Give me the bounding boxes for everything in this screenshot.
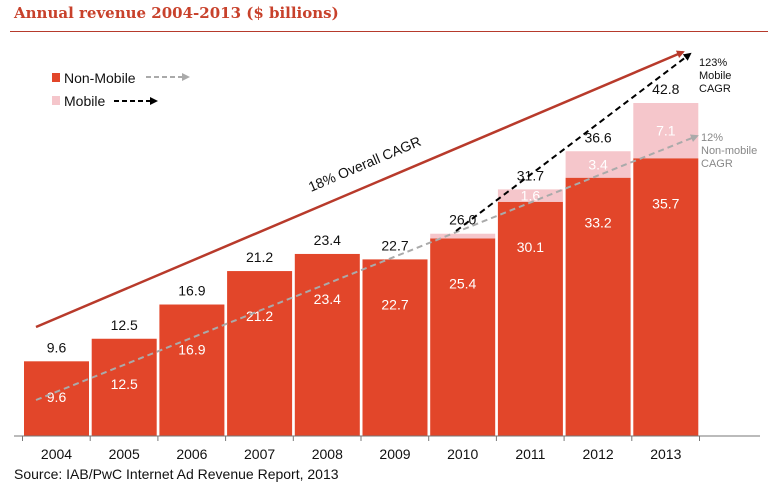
label-non-mobile-2005: 12.5 xyxy=(111,376,138,392)
bars-layer: 9.6 9.6 12.5 12.5 16.9 16.9 21.2 21.2 23.4 23.4 22… xyxy=(24,81,699,437)
mobile-cagr-label: CAGR xyxy=(699,83,731,95)
overall-cagr-label: 18% Overall CAGR xyxy=(306,133,423,195)
label-total-2005: 12.5 xyxy=(111,317,138,333)
bar-mobile-2013 xyxy=(633,103,699,159)
x-tick-2009: 2009 xyxy=(379,446,410,462)
x-tick-2006: 2006 xyxy=(176,446,207,462)
legend-label-mobile: Mobile xyxy=(64,93,105,109)
legend: Non-Mobile Mobile xyxy=(52,70,190,109)
bar-non-mobile-2007 xyxy=(227,271,293,436)
overall-cagr-arrow xyxy=(35,50,685,329)
label-total-2007: 21.2 xyxy=(246,249,273,265)
mobile-cagr-label: Mobile xyxy=(699,70,731,82)
bar-non-mobile-2004 xyxy=(24,361,89,436)
label-mobile-2011: 1.6 xyxy=(521,188,541,204)
label-non-mobile-2012: 33.2 xyxy=(584,215,611,231)
label-non-mobile-2007: 21.2 xyxy=(246,308,273,324)
x-axis: 2004 2005 2006 2007 2008 2009 2010 2011 2012 2013 xyxy=(14,435,760,462)
x-tick-2011: 2011 xyxy=(515,446,545,462)
legend-swatch-non-mobile xyxy=(52,73,60,82)
x-tick-2005: 2005 xyxy=(109,446,140,462)
bar-non-mobile-2008 xyxy=(294,253,360,436)
legend-label-non-mobile: Non-Mobile xyxy=(64,70,136,86)
mobile-cagr-label: 123% xyxy=(699,57,727,69)
x-tick-2013: 2013 xyxy=(650,446,681,462)
bar-non-mobile-2005 xyxy=(91,338,157,436)
non-mobile-cagr-label: 12% xyxy=(701,132,723,144)
x-tick-2007: 2007 xyxy=(244,446,275,462)
non-mobile-cagr-arrow xyxy=(35,134,699,401)
x-tick-2010: 2010 xyxy=(447,446,478,462)
bar-non-mobile-2009 xyxy=(362,259,428,436)
chart-title: Annual revenue 2004-2013 ($ billions) xyxy=(14,4,339,22)
label-non-mobile-2013: 35.7 xyxy=(652,195,679,211)
bar-non-mobile-2011 xyxy=(497,201,563,436)
bar-non-mobile-2012 xyxy=(565,177,631,437)
source-note: Source: IAB/PwC Internet Ad Revenue Repo… xyxy=(14,466,339,482)
label-non-mobile-2008: 23.4 xyxy=(314,291,341,307)
legend-swatch-mobile xyxy=(52,96,60,105)
x-tick-2008: 2008 xyxy=(312,446,343,462)
label-total-2010: 26.0 xyxy=(449,212,476,228)
label-mobile-2013: 7.1 xyxy=(656,123,676,139)
non-mobile-cagr-label: CAGR xyxy=(701,158,733,170)
label-total-2004: 9.6 xyxy=(47,339,67,355)
bar-non-mobile-2006 xyxy=(159,304,225,436)
non-mobile-cagr-label: Non-mobile xyxy=(701,145,757,157)
label-non-mobile-2006: 16.9 xyxy=(178,342,205,358)
bar-non-mobile-2010 xyxy=(430,238,496,436)
title-rule xyxy=(10,31,768,32)
x-tick-2012: 2012 xyxy=(583,446,614,462)
bar-mobile-2010 xyxy=(430,233,496,239)
label-non-mobile-2010: 25.4 xyxy=(449,275,476,291)
label-total-2012: 36.6 xyxy=(584,129,611,145)
label-mobile-2012: 3.4 xyxy=(588,156,608,172)
label-total-2008: 23.4 xyxy=(314,232,341,248)
bar-mobile-2012 xyxy=(565,151,631,178)
bar-mobile-2011 xyxy=(497,189,563,202)
x-tick-2004: 2004 xyxy=(41,446,72,462)
label-non-mobile-2009: 22.7 xyxy=(381,296,408,312)
label-total-2009: 22.7 xyxy=(381,237,408,253)
label-total-2013: 42.8 xyxy=(652,81,679,97)
label-non-mobile-2011: 30.1 xyxy=(517,239,544,255)
label-non-mobile-2004: 9.6 xyxy=(47,389,67,405)
bar-non-mobile-2013 xyxy=(633,158,699,436)
mobile-cagr-arrow xyxy=(455,52,692,232)
label-total-2006: 16.9 xyxy=(178,283,205,299)
